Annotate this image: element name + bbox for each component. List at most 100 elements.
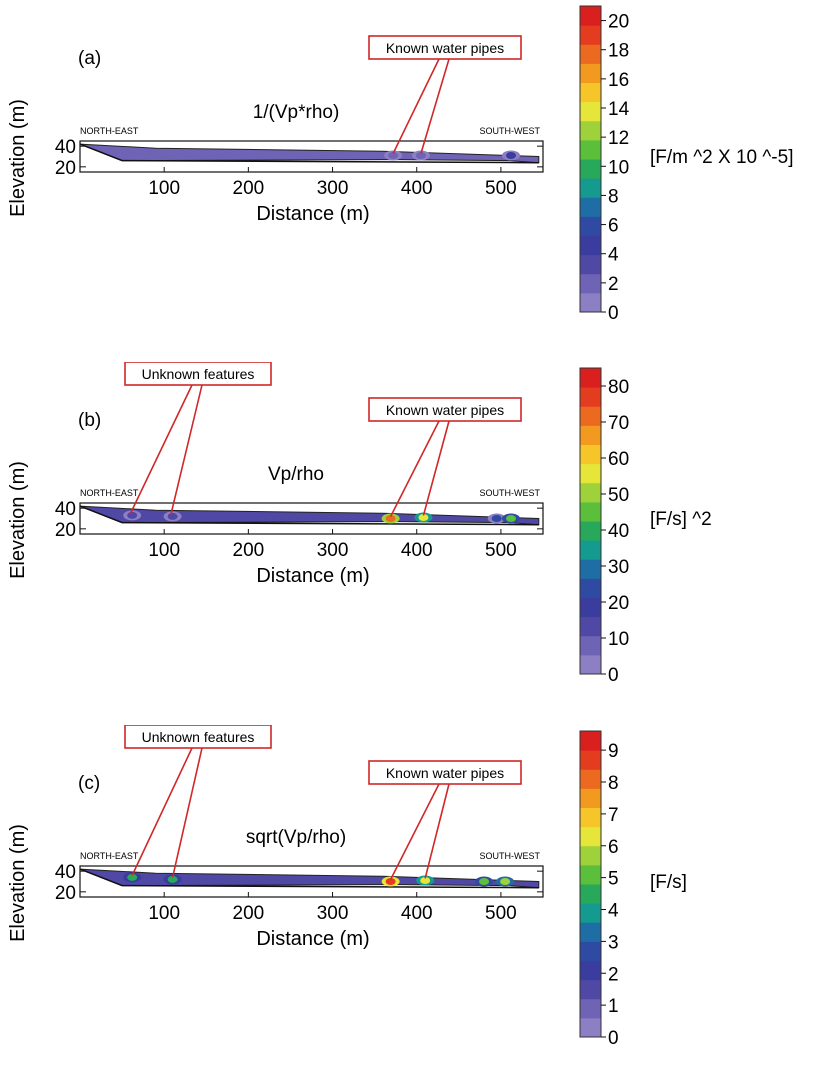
plot-title: 1/(Vp*rho) <box>253 102 340 123</box>
colorbar-segment <box>580 750 601 770</box>
colorbar-tick-label: 20 <box>608 12 629 33</box>
anomaly-5 <box>496 876 515 887</box>
colorbar-segment <box>580 292 601 313</box>
panel-label: (b) <box>78 410 101 431</box>
callout-text: Known water pipes <box>386 765 504 781</box>
y-axis-title: Elevation (m) <box>7 99 29 217</box>
colorbar-frame <box>579 730 602 1038</box>
colorbar-segment <box>580 903 601 923</box>
colorbar-segment <box>580 559 601 579</box>
x-tick-label: 200 <box>233 903 265 924</box>
colorbar-segment <box>580 864 601 885</box>
colorbar-segment <box>580 578 601 598</box>
colorbar-segment <box>580 368 601 388</box>
colorbar-tick-label: 60 <box>608 449 629 470</box>
y-axis-title: Elevation (m) <box>7 461 29 579</box>
plot-title: sqrt(Vp/rho) <box>246 827 346 848</box>
anomaly-0 <box>123 872 142 883</box>
colorbar-tick-label: 10 <box>608 629 629 650</box>
colorbar-segment <box>580 82 601 103</box>
panel-c: (c) sqrt(Vp/rho) NORTH-EAST SOUTH-WEST 40 20 1… <box>0 724 838 1074</box>
x-axis-title: Distance (m) <box>256 928 369 950</box>
anomaly-core <box>415 151 426 159</box>
x-tick-label: 400 <box>401 540 433 561</box>
colorbar-segment <box>580 616 601 637</box>
colorbar-tick-label: 4 <box>608 901 619 922</box>
x-tick-label: 500 <box>485 903 517 924</box>
callout-0: Known water pipes <box>368 35 522 154</box>
anomaly-core <box>167 875 178 883</box>
x-axis-title: Distance (m) <box>256 565 369 587</box>
callout-text: Known water pipes <box>386 402 504 418</box>
colorbar-tick-label: 12 <box>608 128 629 149</box>
anomaly-1 <box>411 150 430 161</box>
colorbar-tick-label: 80 <box>608 377 629 398</box>
anomaly-core <box>127 873 138 881</box>
callout-leader <box>170 384 203 515</box>
colorbar-segment <box>580 1017 601 1038</box>
y-tick-label: 40 <box>55 137 76 158</box>
callout-box <box>124 724 272 749</box>
colorbar-segment <box>580 178 601 198</box>
x-tick-label: 200 <box>233 178 265 199</box>
colorbar-tick-label: 70 <box>608 413 629 434</box>
y-axis-title: Elevation (m) <box>7 824 29 942</box>
callout-box <box>368 397 522 422</box>
colorbar-tick-label: 5 <box>608 869 619 890</box>
anomaly-core <box>479 878 490 885</box>
anomaly-1 <box>163 511 182 522</box>
colorbar-tick-label: 40 <box>608 521 629 542</box>
x-tick-label: 300 <box>317 540 349 561</box>
colorbar-segment <box>580 463 601 484</box>
callout-leader <box>424 783 450 879</box>
colorbar-unit: [F/s] ^2 <box>650 509 712 530</box>
anomaly-core <box>420 876 431 884</box>
colorbar-segment <box>580 769 601 789</box>
colorbar-tick-label: 16 <box>608 70 629 91</box>
colorbar-segment <box>580 788 601 808</box>
anomaly-core <box>167 512 178 520</box>
anomaly-0 <box>384 150 403 161</box>
callout-leader <box>171 747 203 878</box>
x-tick-label: 500 <box>485 178 517 199</box>
colorbar-segment <box>580 731 601 751</box>
anomaly-3 <box>414 512 433 523</box>
colorbar-segment <box>580 540 601 560</box>
anomaly-5 <box>502 513 521 524</box>
callout-leader <box>392 58 440 154</box>
colorbar-segment <box>580 63 601 83</box>
y-tick-label: 20 <box>55 883 76 904</box>
colorbar-tick-label: 3 <box>608 932 619 953</box>
panel-b: (b) Vp/rho NORTH-EAST SOUTH-WEST 40 20 100 200 3… <box>0 361 838 711</box>
colorbar-segment <box>580 425 601 445</box>
colorbar-segment <box>580 254 601 275</box>
direction-label-right: SOUTH-WEST <box>480 126 541 136</box>
colorbar-tick-label: 6 <box>608 837 619 858</box>
y-tick-label: 40 <box>55 499 76 520</box>
panel-label: (c) <box>78 773 100 794</box>
colorbar-segment <box>580 521 601 541</box>
anomaly-core <box>127 511 138 519</box>
colorbar-segment <box>580 101 601 122</box>
callout-text: Unknown features <box>142 729 255 745</box>
colorbar-tick-label: 18 <box>608 41 629 62</box>
colorbar-tick-label: 4 <box>608 245 619 266</box>
colorbar-tick-label: 9 <box>608 741 619 762</box>
anomaly-2 <box>502 150 521 161</box>
panel-a-svg: (a)1/(Vp*rho)NORTH-EAST SOUTH-WEST4020100… <box>7 5 793 324</box>
colorbar-segment <box>580 444 601 465</box>
anomaly-core <box>506 151 517 159</box>
colorbar-tick-label: 2 <box>608 964 619 985</box>
anomaly-core <box>388 151 399 159</box>
anomaly-2 <box>381 513 400 524</box>
anomaly-0 <box>123 510 142 521</box>
colorbar-segment <box>580 387 601 407</box>
y-tick-label: 20 <box>55 520 76 541</box>
plot-title: Vp/rho <box>268 464 324 485</box>
x-tick-label: 500 <box>485 540 517 561</box>
colorbar-segment <box>580 44 601 64</box>
callout-box <box>368 760 522 785</box>
ground-line <box>79 143 539 164</box>
anomaly-3 <box>416 875 435 886</box>
